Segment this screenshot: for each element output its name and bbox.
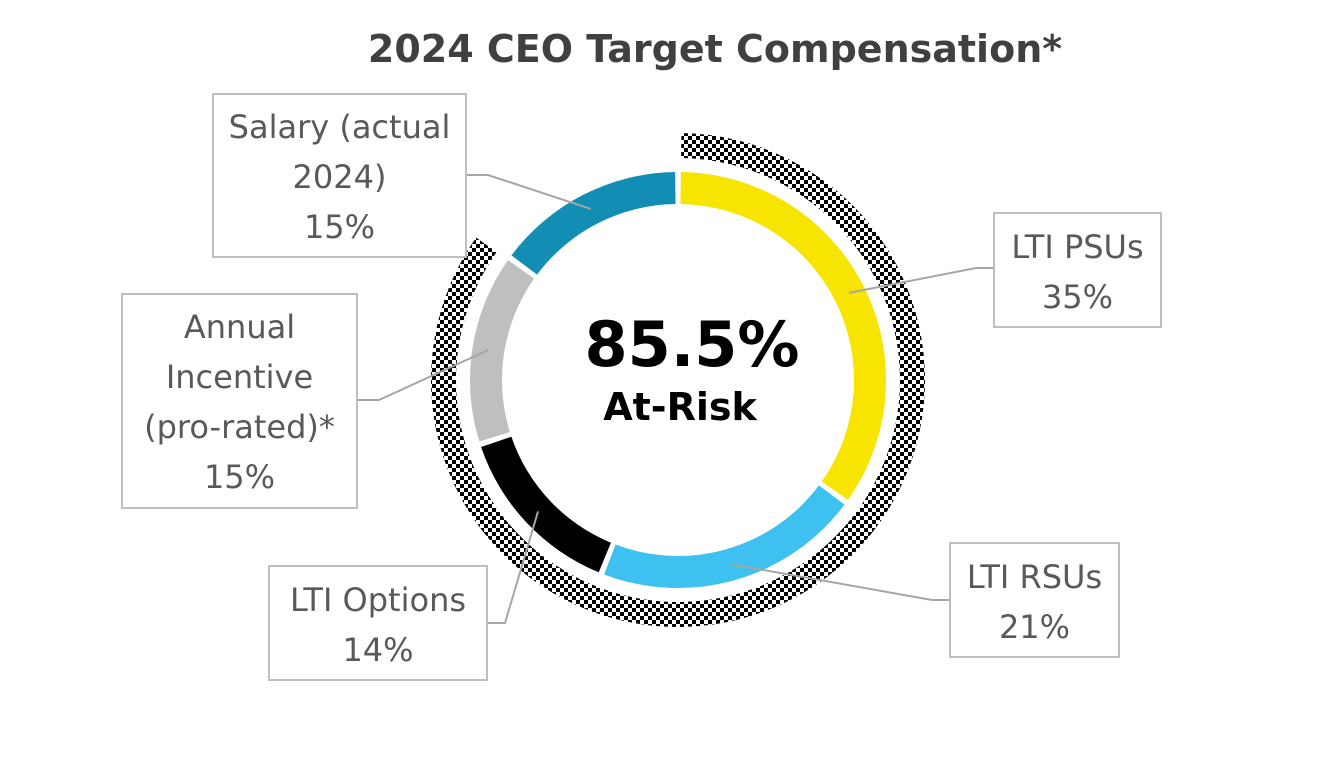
slice-value-lti-psus: 35% <box>1042 278 1113 316</box>
slice-labels: LTI PSUs 35% LTI RSUs 21% LTI Options 14% Annu… <box>121 93 1162 681</box>
slice-label-annual-incentive: Annual <box>184 308 295 346</box>
label-box-lti-rsus <box>949 542 1120 658</box>
leader-line-lti-psus <box>848 267 994 294</box>
label-lti-psus: LTI PSUs 35% <box>993 212 1162 328</box>
leader-line-annual-incentive <box>357 349 489 401</box>
label-annual-incentive: Annual Incentive (pro-rated)* 15% <box>121 293 358 509</box>
slice-label-annual-incentive: Incentive <box>166 358 313 396</box>
chart-title: 2024 CEO Target Compensation* <box>368 27 1062 71</box>
slice-value-lti-rsus: 21% <box>999 608 1070 646</box>
slice-label-lti-options: LTI Options <box>290 581 466 619</box>
slice-label-salary: Salary (actual <box>229 108 451 146</box>
slice-value-annual-incentive: 15% <box>204 458 275 496</box>
slice-lti-options <box>481 436 611 573</box>
leader-lines <box>357 174 994 624</box>
label-box-lti-psus <box>993 212 1162 328</box>
leader-line-lti-rsus <box>731 563 950 601</box>
slice-label-annual-incentive: (pro-rated)* <box>144 408 335 446</box>
label-lti-rsus: LTI RSUs 21% <box>949 542 1120 658</box>
slice-label-lti-psus: LTI PSUs <box>1011 228 1143 266</box>
center-value: 85.5% <box>584 308 799 381</box>
slice-lti-psus <box>680 172 886 500</box>
slice-value-lti-options: 14% <box>342 631 413 669</box>
slice-label-lti-rsus: LTI RSUs <box>967 558 1102 596</box>
slice-annual-incentive <box>469 260 535 442</box>
donut-slices <box>469 172 886 588</box>
label-box-lti-options <box>268 565 488 681</box>
label-box-salary <box>212 93 467 258</box>
slice-label-salary: 2024) <box>293 158 387 196</box>
slice-lti-rsus <box>604 485 845 588</box>
slice-salary <box>511 172 676 275</box>
center-label: At-Risk <box>603 385 757 429</box>
slice-value-salary: 15% <box>304 208 375 246</box>
label-lti-options: LTI Options 14% <box>268 565 488 681</box>
label-box-annual-incentive <box>121 293 358 509</box>
leader-line-salary <box>466 174 592 210</box>
label-salary: Salary (actual 2024) 15% <box>212 93 467 258</box>
leader-line-lti-options <box>487 511 539 624</box>
